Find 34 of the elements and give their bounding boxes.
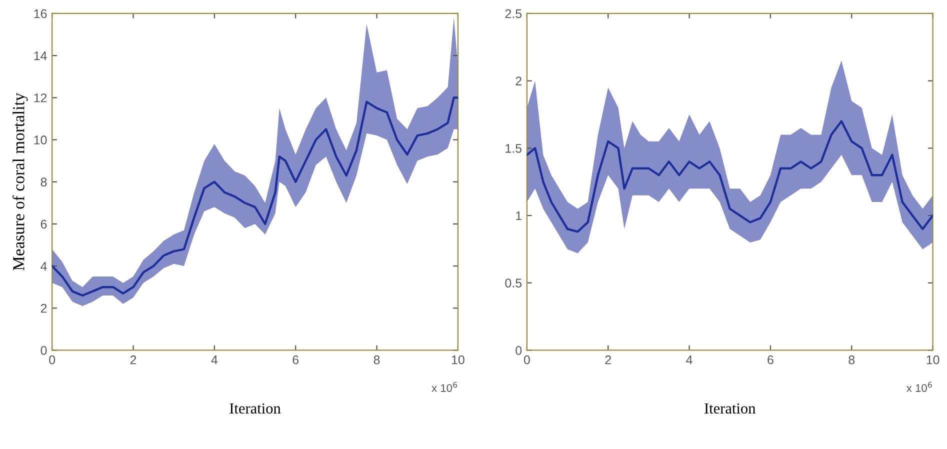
- y-tick-label: 0: [40, 346, 47, 355]
- y-tick-label: 2.5: [505, 9, 522, 18]
- y-tick-label: 16: [34, 9, 47, 18]
- x-tick-label: 4: [686, 356, 692, 364]
- line-series: [52, 96, 458, 297]
- x-tick-label: 4: [211, 356, 218, 364]
- y-tick-label: 0.5: [505, 278, 522, 288]
- y-tick-label: 2: [516, 76, 522, 86]
- text: x 10$^{6}$: [432, 382, 458, 392]
- y-tick-label: 4: [40, 262, 47, 271]
- x-tick-label: 10: [926, 355, 940, 364]
- y-axis-title: Measure of coral mortality: [12, 92, 28, 270]
- y-tick-label: 1: [516, 211, 522, 220]
- y-tick-label: 6: [40, 220, 47, 229]
- y-tick-label: 1.5: [506, 144, 522, 153]
- x-tick-label: 2: [605, 355, 611, 364]
- x-axis-title: Iteration: [230, 403, 281, 414]
- y-tick-label: 2: [40, 304, 47, 313]
- y-tick-label: 10: [34, 136, 47, 144]
- x-tick-label: 6: [768, 355, 774, 364]
- line-series: [526, 120, 933, 233]
- y-tick-label: 0: [516, 346, 522, 355]
- x-tick-label: 8: [374, 355, 380, 364]
- x-tick-label: 0: [524, 355, 530, 364]
- x-tick-label: 8: [848, 355, 855, 364]
- y-tick-label: 8: [40, 178, 47, 186]
- x-tick-label: 10: [452, 355, 464, 364]
- x-tick-label: 0: [49, 355, 56, 364]
- x-tick-label: 2: [130, 355, 136, 364]
- y-tick-label: 14: [34, 51, 47, 60]
- y-tick-label: 12: [34, 93, 47, 102]
- x-axis-title: Iteration: [704, 403, 756, 414]
- text: x 10$^{6}$: [906, 382, 932, 392]
- x-tick-label: 6: [292, 355, 299, 364]
